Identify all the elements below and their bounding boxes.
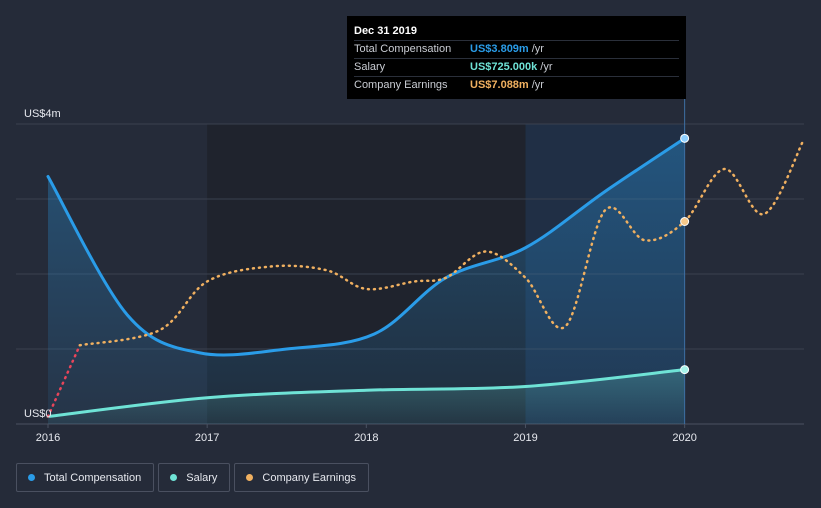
legend-item-salary[interactable]: Salary [158, 463, 231, 492]
tooltip-label: Total Compensation [354, 43, 452, 55]
company-earnings-marker [680, 217, 690, 226]
company-earnings-line [78, 137, 806, 347]
legend-label: Company Earnings [262, 471, 356, 484]
x-tick-label: 2020 [672, 432, 696, 444]
y-tick-label: US$0 [24, 408, 52, 420]
salary-line [46, 368, 687, 418]
total-compensation-area [48, 138, 685, 424]
tooltip-unit: /yr [531, 43, 544, 55]
tooltip-value: US$3.809m [470, 43, 529, 55]
tooltip-label: Company Earnings [354, 79, 448, 91]
legend-dot-icon [28, 474, 35, 481]
legend-item-total-compensation[interactable]: Total Compensation [16, 463, 155, 492]
tooltip-value: US$725.000k [470, 61, 538, 73]
tooltip-label: Salary [354, 61, 386, 73]
tooltip-date: Dec 31 2019 [354, 25, 417, 37]
total-compensation-marker [680, 133, 690, 143]
tooltip-unit: /yr [540, 61, 553, 73]
x-tick-label: 2018 [354, 432, 378, 444]
legend-label: Total Compensation [44, 471, 142, 484]
legend-dot-icon [246, 474, 254, 481]
legend-dot-icon [170, 474, 178, 481]
legend: Total Compensation Salary Company Earnin… [16, 463, 373, 492]
legend-item-company-earnings[interactable]: Company Earnings [234, 463, 369, 492]
salary-marker [680, 365, 690, 375]
salary-area [48, 369, 685, 424]
tooltip-row-total: Total Compensation US$3.809m /yr [354, 40, 679, 58]
tooltip-value: US$7.088m [470, 79, 529, 91]
legend-label: Salary [186, 471, 218, 484]
total-compensation-line [46, 136, 687, 357]
x-tick-label: 2016 [36, 432, 60, 444]
y-tick-label: US$4m [24, 108, 61, 120]
x-tick-label: 2017 [195, 432, 219, 444]
tooltip: Dec 31 2019 Total Compensation US$3.809m… [347, 16, 686, 99]
earnings-line-negative [46, 344, 82, 418]
tooltip-row-earnings: Company Earnings US$7.088m /yr [354, 76, 679, 94]
tooltip-row-salary: Salary US$725.000k /yr [354, 58, 679, 76]
x-tick-label: 2019 [513, 432, 537, 444]
tooltip-unit: /yr [531, 79, 544, 91]
